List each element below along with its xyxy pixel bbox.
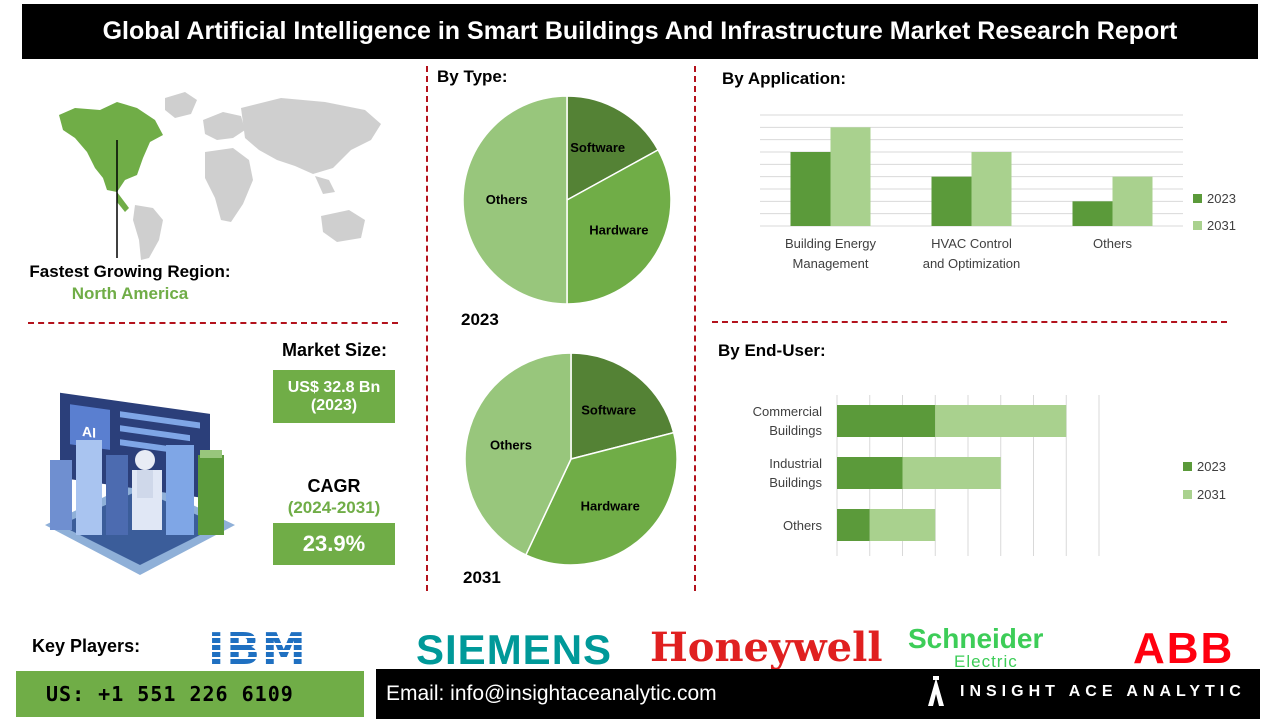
region-value: North America bbox=[71, 284, 189, 303]
cagr-label: CAGR bbox=[307, 476, 361, 496]
bar-2023 bbox=[931, 176, 972, 226]
schneider-logo: Schneider Electric bbox=[908, 623, 1044, 672]
category-label: Commercial Buildings bbox=[753, 404, 823, 438]
category-label: Building Energy Management bbox=[785, 236, 877, 271]
bar-2031 bbox=[935, 405, 1067, 437]
bar-2023 bbox=[837, 457, 903, 489]
honeywell-logo: Honeywell bbox=[650, 624, 883, 671]
bar-2023 bbox=[837, 509, 870, 541]
pie-slice-others bbox=[462, 95, 568, 305]
market-size-value: US$ 32.8 Bn bbox=[287, 378, 381, 396]
world-map bbox=[59, 92, 381, 260]
bar-2031 bbox=[902, 457, 1001, 489]
end-user-bar-chart: Commercial Buildings Industrial Buildings Ot… bbox=[753, 395, 1226, 556]
application-bar-chart: Building Energy Management HVAC Control and… bbox=[760, 114, 1236, 271]
by-type-title: By Type: bbox=[437, 67, 508, 86]
pie-label-hardware: Hardware bbox=[581, 498, 640, 513]
by-end-user-title: By End-User: bbox=[718, 341, 826, 360]
market-size-box: US$ 32.8 Bn (2023) bbox=[273, 370, 395, 423]
pie-slice-software bbox=[566, 95, 660, 202]
pie-2031-year: 2031 bbox=[463, 568, 501, 587]
category-label: Others bbox=[1093, 236, 1133, 251]
pie-label-software: Software bbox=[581, 402, 636, 417]
email-text[interactable]: Email: info@insightaceanalytic.com bbox=[386, 682, 717, 705]
brand-name: INSIGHT ACE ANALYTIC bbox=[960, 683, 1246, 700]
pie-slice-hardware bbox=[566, 148, 672, 305]
cagr-period: (2024-2031) bbox=[287, 498, 381, 517]
abb-logo: ABB bbox=[1133, 624, 1235, 673]
legend-label-2023: 2023 bbox=[1197, 459, 1226, 474]
category-label: Industrial Buildings bbox=[769, 456, 822, 490]
divider-left-vertical bbox=[426, 66, 428, 591]
bar-2023 bbox=[1072, 201, 1113, 226]
bar-2031 bbox=[869, 509, 936, 541]
schneider-logo-sub: Electric bbox=[954, 652, 1018, 671]
bar-2031 bbox=[830, 127, 871, 226]
pie-chart-2023: Software Hardware Others bbox=[462, 95, 672, 305]
bar-2023 bbox=[790, 152, 831, 226]
divider-right-vertical bbox=[694, 66, 696, 591]
category-label: HVAC Control and Optimization bbox=[923, 236, 1021, 271]
pie-label-hardware: Hardware bbox=[589, 223, 648, 238]
bar-2023 bbox=[837, 405, 936, 437]
divider-right bbox=[712, 321, 1227, 323]
brand-logo-icon bbox=[928, 676, 944, 706]
legend-swatch-2031 bbox=[1193, 221, 1202, 230]
pie-slice-software bbox=[570, 352, 675, 460]
north-america-shape bbox=[59, 102, 163, 192]
pie-chart-2031: Software Hardware Others bbox=[464, 352, 678, 566]
legend-label-2023: 2023 bbox=[1207, 191, 1236, 206]
legend-label-2031: 2031 bbox=[1207, 218, 1236, 233]
phone-bar: US: +1 551 226 6109 bbox=[16, 671, 364, 717]
pie-label-others: Others bbox=[490, 438, 532, 453]
legend-swatch-2023 bbox=[1183, 462, 1192, 471]
ibm-logo: IBM bbox=[208, 624, 308, 675]
legend-swatch-2031 bbox=[1183, 490, 1192, 499]
report-title: Global Artificial Intelligence in Smart … bbox=[22, 4, 1258, 59]
key-players-label: Key Players: bbox=[32, 636, 141, 656]
legend-swatch-2023 bbox=[1193, 194, 1202, 203]
phone-number: US: +1 551 226 6109 bbox=[46, 682, 294, 706]
by-application-title: By Application: bbox=[722, 69, 847, 88]
market-size-label: Market Size: bbox=[282, 340, 388, 360]
svg-text:AI: AI bbox=[82, 423, 96, 441]
pie-label-others: Others bbox=[486, 192, 528, 207]
email-bar: Email: info@insightaceanalytic.com bbox=[376, 669, 1260, 719]
smart-city-illustration: AI bbox=[45, 392, 235, 575]
pie-slice-hardware bbox=[524, 431, 678, 566]
schneider-logo-name: Schneider bbox=[908, 623, 1044, 654]
legend-label-2031: 2031 bbox=[1197, 487, 1226, 502]
divider-left bbox=[28, 322, 398, 324]
bar-2031 bbox=[971, 152, 1012, 226]
pie-label-software: Software bbox=[570, 140, 625, 155]
pie-2023-year: 2023 bbox=[461, 310, 499, 329]
cagr-value: 23.9% bbox=[273, 523, 395, 565]
market-size-year: (2023) bbox=[310, 396, 358, 414]
category-label: Others bbox=[783, 518, 823, 533]
pie-slice-others bbox=[464, 352, 572, 556]
siemens-logo: SIEMENS bbox=[416, 626, 613, 673]
region-label: Fastest Growing Region: bbox=[29, 262, 231, 281]
bar-2031 bbox=[1112, 176, 1153, 226]
